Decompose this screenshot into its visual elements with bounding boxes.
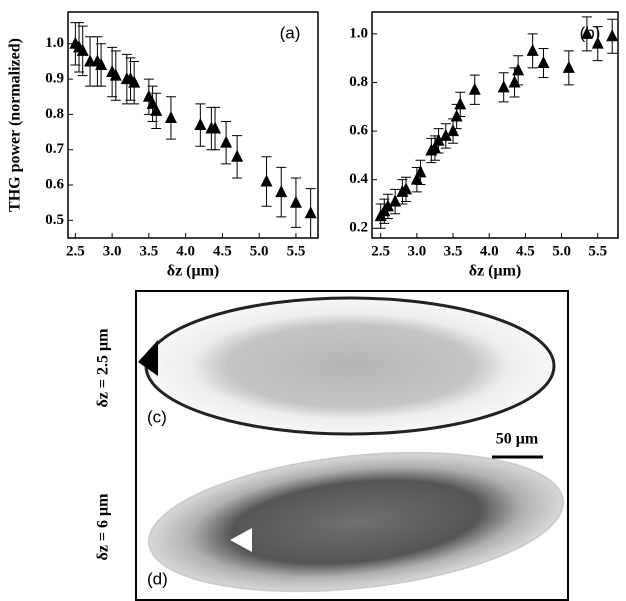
y-tick-label: 0.8 — [45, 106, 64, 122]
y-tick-label: 0.7 — [45, 141, 64, 157]
point — [410, 172, 423, 185]
point — [512, 63, 525, 76]
arrowhead-c — [138, 340, 158, 376]
point — [109, 68, 122, 81]
x-tick-label: 4.5 — [213, 243, 232, 259]
x-tick-label: 5.5 — [287, 243, 306, 259]
x-tick-label: 3.0 — [407, 243, 426, 259]
point — [289, 195, 302, 208]
x-tick-label: 3.5 — [140, 243, 159, 259]
x-tick-label: 2.5 — [371, 243, 390, 259]
x-axis-label: δz (μm) — [469, 263, 521, 280]
point — [275, 185, 288, 198]
embryo-c — [144, 296, 556, 436]
point — [468, 82, 481, 95]
x-tick-label: 3.5 — [444, 243, 463, 259]
point — [537, 56, 550, 69]
point — [454, 97, 467, 110]
y-tick-label: 0.8 — [349, 74, 368, 90]
condition-label: δz = 2.5 μm — [95, 328, 112, 408]
point — [508, 75, 521, 88]
image-panel: 50 μm (c) (d) δz = 2.5 μm δz = 6 μm — [95, 290, 569, 601]
panel-label: (d) — [147, 569, 168, 588]
point — [304, 206, 317, 219]
point — [76, 43, 89, 56]
x-tick-label: 2.5 — [66, 243, 85, 259]
point — [497, 80, 510, 93]
point — [150, 103, 163, 116]
point — [432, 133, 445, 146]
point — [194, 118, 207, 130]
plot-frame — [371, 11, 619, 239]
x-tick-label: 4.0 — [176, 243, 195, 259]
plot-frame — [67, 11, 319, 239]
point — [591, 36, 604, 49]
x-tick-label: 4.5 — [516, 243, 535, 259]
y-tick-label: 0.9 — [45, 71, 64, 87]
point — [526, 43, 539, 56]
point — [562, 60, 575, 73]
y-tick-label: 0.6 — [45, 176, 64, 192]
point — [95, 57, 108, 70]
point — [260, 174, 273, 187]
point — [447, 124, 460, 137]
y-tick-label: 0.2 — [349, 220, 368, 236]
point — [606, 29, 619, 42]
arrowhead-d — [230, 528, 252, 552]
y-tick-label: 0.4 — [349, 171, 368, 187]
point — [428, 141, 441, 154]
x-tick-label: 5.0 — [250, 243, 269, 259]
point — [164, 110, 177, 123]
condition-label: δz = 6 μm — [95, 493, 112, 561]
scale-bar-label: 50 μm — [496, 431, 539, 448]
x-tick-label: 4.0 — [480, 243, 499, 259]
point — [381, 199, 394, 212]
y-axis-label: THG power (normalized) — [7, 38, 24, 212]
y-tick-label: 0.6 — [349, 123, 368, 139]
panel-label: (c) — [147, 407, 167, 426]
x-axis-label: δz (μm) — [167, 263, 219, 280]
embryo-d — [148, 451, 564, 593]
point — [128, 75, 141, 88]
x-tick-label: 5.5 — [588, 243, 607, 259]
point — [400, 182, 413, 195]
point — [450, 109, 463, 122]
point — [231, 149, 244, 162]
panel-label: (a) — [280, 23, 301, 42]
point — [209, 121, 222, 134]
point — [220, 135, 233, 148]
point — [414, 165, 427, 178]
point — [439, 128, 452, 141]
x-tick-label: 3.0 — [103, 243, 122, 259]
y-tick-label: 0.5 — [45, 212, 64, 228]
point — [580, 26, 593, 39]
y-tick-label: 1.0 — [45, 35, 64, 51]
x-tick-label: 5.0 — [552, 243, 571, 259]
y-tick-label: 1.0 — [349, 25, 368, 41]
